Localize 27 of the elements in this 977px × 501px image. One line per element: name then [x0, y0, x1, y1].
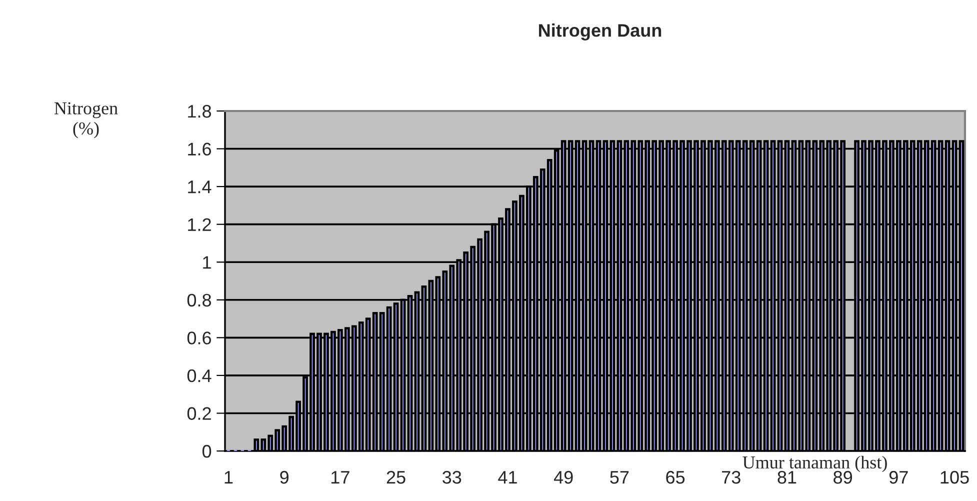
y-tick-label: 1.6	[188, 142, 212, 156]
x-axis-title: Umur tanaman (hst)	[742, 456, 887, 472]
y-tick-label: 1.4	[188, 180, 212, 194]
y-tick-label: 1.2	[188, 218, 211, 231]
y-tick-label: 0	[202, 444, 212, 458]
x-tick-label: 1	[224, 471, 233, 484]
y-tick-label: 0.2	[187, 407, 211, 420]
x-tick-label: 105	[940, 470, 969, 484]
y-axis-title: Nitrogen (%)	[54, 102, 118, 138]
x-tick-label: 81	[778, 470, 796, 484]
y-tick-label: 0.6	[187, 332, 212, 344]
x-tick-label: 49	[554, 470, 573, 484]
y-tick-label: 0.8	[187, 294, 212, 307]
x-tick-label: 89	[834, 470, 852, 484]
x-tick-label: 9	[280, 470, 289, 484]
x-tick-label: 25	[386, 470, 406, 484]
x-tick-label: 33	[442, 470, 462, 484]
y-tick-label: 0.4	[187, 369, 212, 382]
x-tick-label: 65	[666, 470, 685, 484]
x-tick-label: 17	[332, 471, 350, 484]
y-tick-label: 1.8	[188, 104, 212, 118]
x-tick-label: 73	[722, 470, 740, 484]
chart-title: Nitrogen Daun	[539, 24, 662, 40]
y-tick-label: 1	[203, 256, 211, 269]
x-tick-label: 57	[610, 471, 629, 484]
x-tick-label: 97	[889, 470, 908, 484]
x-tick-label: 41	[498, 471, 517, 484]
